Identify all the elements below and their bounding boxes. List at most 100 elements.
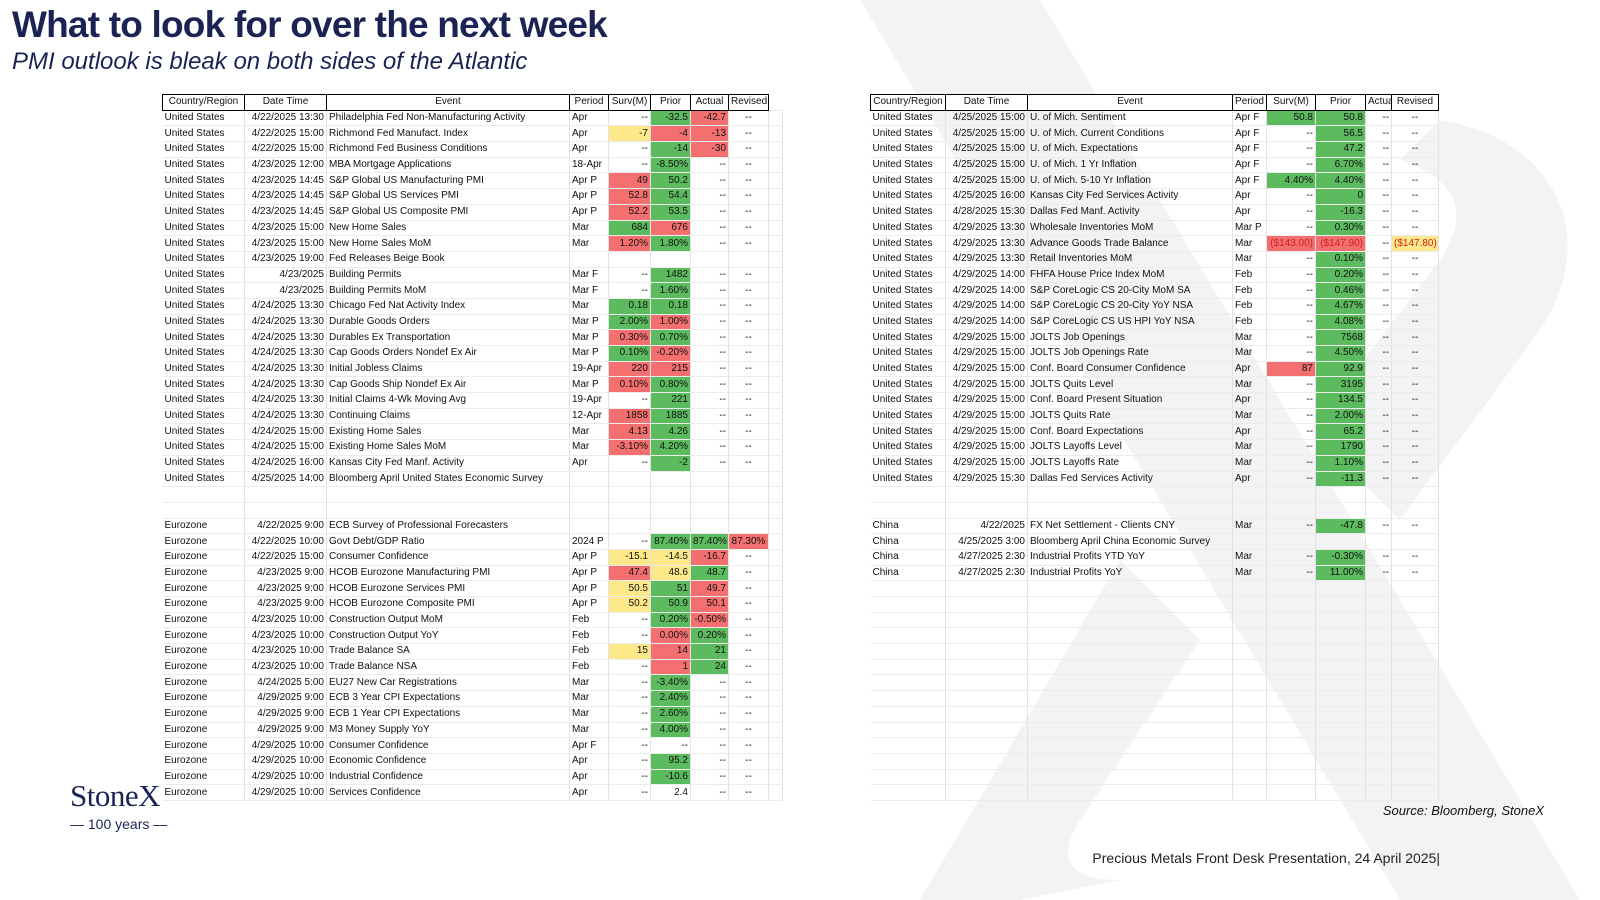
table-row: United States 4/29/2025 14:00 FHFA House P… [870, 267, 1439, 284]
table-cell: -42.7 [690, 110, 729, 127]
table-cell: 4/23/2025 9:00 [244, 565, 327, 582]
table-row: Eurozone 4/29/2025 9:00 ECB 3 Year CPI Exp… [162, 690, 783, 707]
table-cell: -- [728, 235, 769, 252]
table-cell [870, 674, 946, 692]
table-cell: Industrial Profits YoY [1027, 565, 1233, 582]
table-cell: Mar [1232, 439, 1267, 456]
table-cell: -30 [690, 141, 729, 158]
table-cell: 1.60% [650, 282, 691, 299]
table-cell: 50.8 [1315, 110, 1366, 127]
table-cell [1391, 753, 1439, 770]
table-cell: United States [870, 125, 946, 143]
table-cell: Kansas City Fed Manf. Activity [326, 455, 570, 472]
table-cell: -- [690, 674, 729, 692]
table-cell: Mar [569, 690, 609, 707]
table-cell: Richmond Fed Business Conditions [326, 141, 570, 158]
table-cell: -3.40% [650, 674, 691, 692]
table-cell: 1482 [650, 267, 691, 284]
table-cell: 4/23/2025 [244, 282, 327, 299]
table-cell: 4/29/2025 14:00 [945, 282, 1028, 299]
table-cell [1232, 690, 1267, 707]
table-cell [1391, 706, 1439, 723]
table-row: United States 4/24/2025 16:00 Kansas City … [162, 455, 783, 472]
table-row: United States 4/29/2025 15:00 JOLTS Job Op… [870, 329, 1439, 346]
table-cell: 19-Apr [569, 392, 609, 409]
table-cell: United States [162, 455, 245, 472]
table-cell: 4.13 [608, 423, 651, 441]
table-row: United States 4/29/2025 15:00 JOLTS Quits … [870, 376, 1439, 394]
table-cell: United States [870, 455, 946, 472]
table-cell: 4/29/2025 14:00 [945, 298, 1028, 315]
table-cell [1391, 737, 1439, 754]
table-cell: -14 [650, 141, 691, 158]
table-cell: United States [162, 314, 245, 331]
table-cell [1027, 769, 1233, 786]
table-cell [1027, 502, 1233, 519]
column-header: Revised [1391, 94, 1439, 111]
table-cell [1391, 659, 1439, 676]
table-cell: 87 [1266, 361, 1316, 378]
table-row: Eurozone 4/23/2025 10:00 Trade Balance NSA… [162, 659, 783, 676]
table-cell [650, 518, 691, 535]
column-header: Surv(M) [608, 94, 651, 111]
table-cell: -- [1266, 204, 1316, 221]
table-cell: -- [1391, 204, 1439, 221]
table-cell: China [870, 549, 946, 566]
table-cell [1315, 769, 1366, 786]
table-cell: Construction Output MoM [326, 612, 570, 629]
table-cell: Building Permits [326, 267, 570, 284]
table-cell: 4/29/2025 10:00 [244, 769, 327, 786]
table-cell: United States [870, 251, 946, 268]
table-cell: -- [1266, 220, 1316, 237]
table-row: United States 4/23/2025 Building Permits M… [162, 282, 783, 299]
table-cell: -- [1365, 455, 1392, 472]
table-cell: -- [728, 282, 769, 299]
table-cell: United States [870, 188, 946, 205]
table-cell: -- [728, 674, 769, 692]
table-row: Eurozone 4/23/2025 10:00 Construction Outp… [162, 612, 783, 629]
source-note: Source: Bloomberg, StoneX [1382, 803, 1544, 818]
table-cell [945, 674, 1028, 692]
table-cell: 4/22/2025 13:30 [244, 110, 327, 127]
table-cell [1266, 674, 1316, 692]
table-cell: United States [162, 345, 245, 362]
table-cell [1315, 722, 1366, 739]
table-cell: -- [728, 627, 769, 645]
table-row [870, 486, 1439, 503]
table-cell: -- [608, 722, 651, 739]
table-cell: -- [1365, 549, 1392, 566]
table-cell [162, 486, 245, 503]
table-cell: -- [1391, 267, 1439, 284]
table-cell: -- [1266, 282, 1316, 299]
spacer-cell [768, 674, 783, 692]
table-cell: United States [870, 204, 946, 221]
table-cell: -- [1391, 345, 1439, 362]
table-cell: Trade Balance NSA [326, 659, 570, 676]
table-cell: -- [690, 345, 729, 362]
table-cell: -- [1365, 110, 1392, 127]
table-cell: 50.2 [608, 596, 651, 613]
table-cell: JOLTS Layoffs Rate [1027, 455, 1233, 472]
table-cell: 4/23/2025 [244, 267, 327, 284]
table-cell [1365, 674, 1392, 692]
table-cell [1232, 596, 1267, 613]
table-cell: -- [1266, 471, 1316, 488]
table-cell: 49.7 [690, 580, 729, 597]
table-cell: -- [1391, 282, 1439, 299]
table-cell [1266, 690, 1316, 707]
table-cell: -- [690, 769, 729, 786]
table-cell: -- [690, 753, 729, 770]
table-cell: -- [728, 345, 769, 362]
table-cell: -- [728, 612, 769, 629]
table-row: China 4/25/2025 3:00 Bloomberg April China… [870, 533, 1439, 550]
table-cell: -- [608, 533, 651, 550]
stonex-logo: StoneX — 100 years — [70, 778, 167, 832]
table-cell: -- [690, 784, 729, 801]
table-cell [945, 580, 1028, 597]
table-cell: -- [1365, 298, 1392, 315]
logo-wordmark: StoneX [70, 778, 161, 813]
table-cell: United States [870, 157, 946, 174]
table-row: United States 4/25/2025 15:00 U. of Mich. … [870, 157, 1439, 174]
column-header: Surv(M) [1266, 94, 1316, 111]
table-cell: -- [1365, 314, 1392, 331]
